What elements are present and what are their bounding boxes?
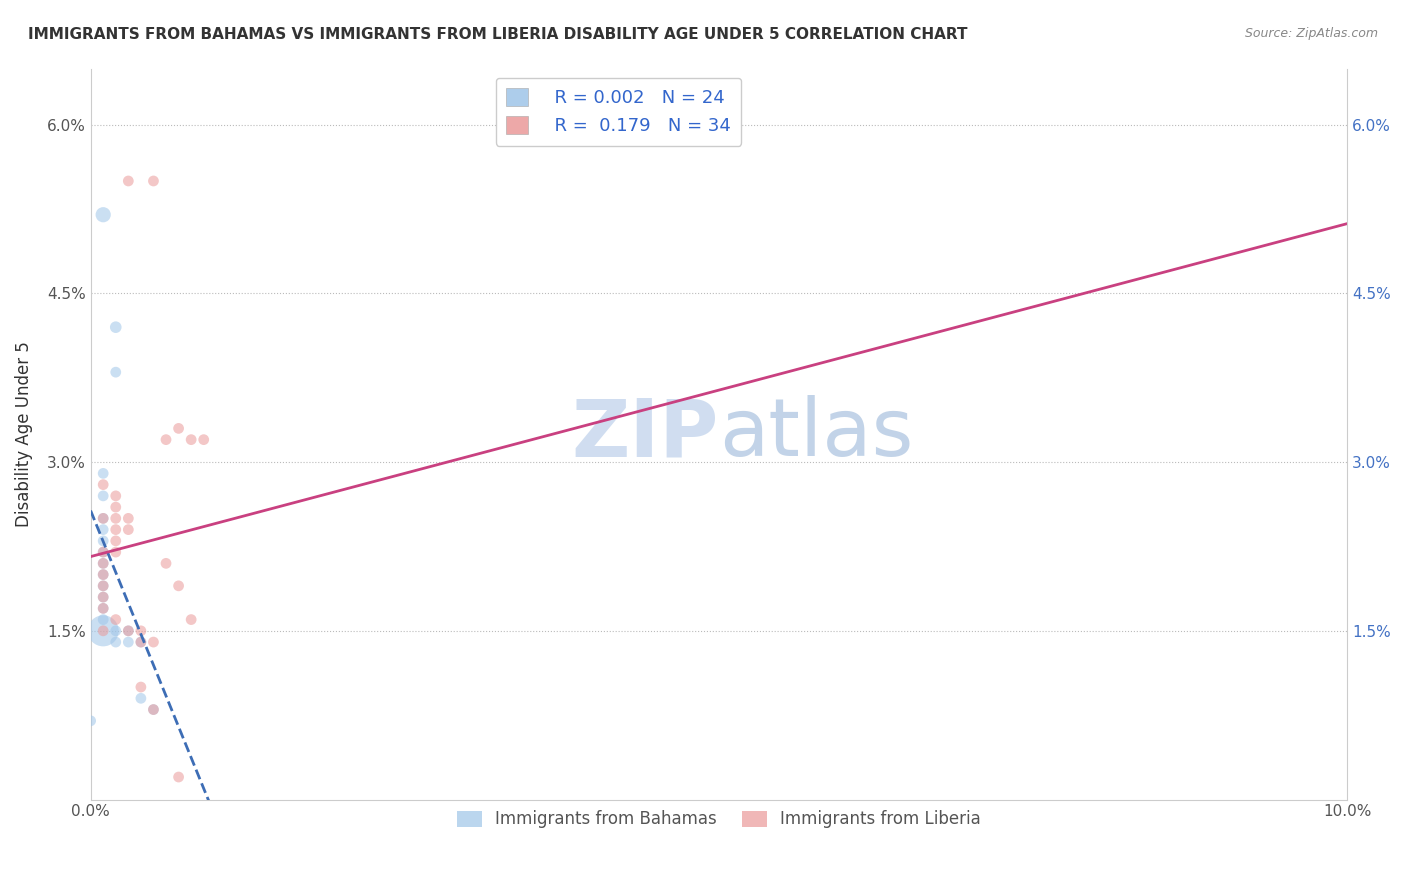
Point — [129, 691, 152, 706]
Point — [91, 489, 114, 503]
Point — [104, 320, 127, 334]
Point — [104, 533, 127, 548]
Point — [91, 477, 114, 491]
Legend: Immigrants from Bahamas, Immigrants from Liberia: Immigrants from Bahamas, Immigrants from… — [450, 804, 987, 835]
Point — [91, 467, 114, 481]
Point — [167, 770, 190, 784]
Point — [104, 489, 127, 503]
Point — [117, 511, 139, 525]
Point — [91, 533, 114, 548]
Point — [129, 635, 152, 649]
Point — [155, 557, 177, 571]
Point — [180, 613, 202, 627]
Point — [117, 635, 139, 649]
Point — [104, 624, 127, 638]
Text: IMMIGRANTS FROM BAHAMAS VS IMMIGRANTS FROM LIBERIA DISABILITY AGE UNDER 5 CORREL: IMMIGRANTS FROM BAHAMAS VS IMMIGRANTS FR… — [28, 27, 967, 42]
Point — [167, 579, 190, 593]
Point — [104, 545, 127, 559]
Y-axis label: Disability Age Under 5: Disability Age Under 5 — [15, 341, 32, 527]
Point — [91, 579, 114, 593]
Point — [91, 601, 114, 615]
Point — [117, 174, 139, 188]
Point — [91, 523, 114, 537]
Point — [91, 557, 114, 571]
Point — [91, 511, 114, 525]
Text: ZIP: ZIP — [572, 395, 718, 473]
Point — [91, 545, 114, 559]
Point — [91, 557, 114, 571]
Point — [142, 702, 165, 716]
Point — [91, 601, 114, 615]
Point — [155, 433, 177, 447]
Point — [117, 624, 139, 638]
Point — [91, 590, 114, 604]
Point — [91, 613, 114, 627]
Point — [104, 511, 127, 525]
Point — [167, 421, 190, 435]
Point — [142, 635, 165, 649]
Point — [91, 624, 114, 638]
Point — [142, 174, 165, 188]
Point — [91, 567, 114, 582]
Point — [91, 579, 114, 593]
Point — [129, 635, 152, 649]
Point — [91, 545, 114, 559]
Point — [104, 523, 127, 537]
Point — [117, 523, 139, 537]
Point — [193, 433, 215, 447]
Point — [104, 635, 127, 649]
Point — [79, 714, 101, 728]
Point — [91, 567, 114, 582]
Point — [180, 433, 202, 447]
Point — [129, 680, 152, 694]
Point — [104, 613, 127, 627]
Point — [91, 208, 114, 222]
Point — [104, 500, 127, 515]
Point — [91, 624, 114, 638]
Point — [142, 702, 165, 716]
Text: atlas: atlas — [718, 395, 914, 473]
Point — [129, 624, 152, 638]
Point — [91, 590, 114, 604]
Text: Source: ZipAtlas.com: Source: ZipAtlas.com — [1244, 27, 1378, 40]
Point — [104, 365, 127, 379]
Point — [117, 624, 139, 638]
Point — [91, 511, 114, 525]
